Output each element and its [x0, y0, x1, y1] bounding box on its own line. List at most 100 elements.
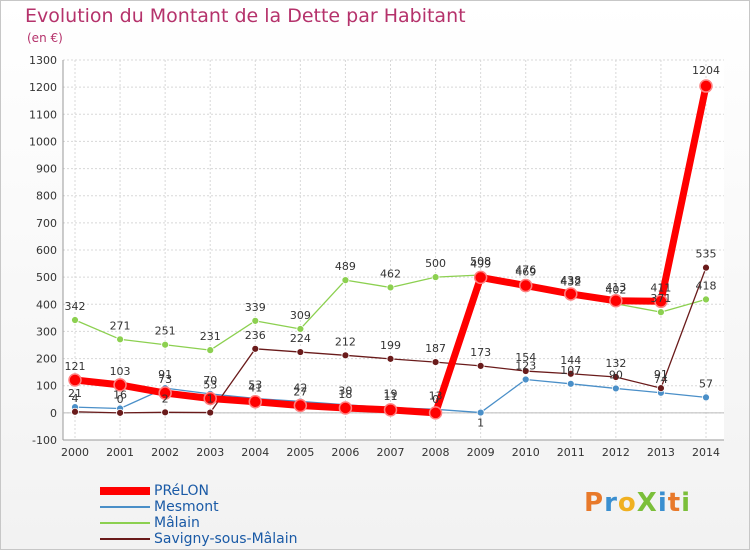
data-label: 271 [110, 319, 131, 332]
data-label: 224 [290, 332, 311, 345]
x-tick-label: 2002 [151, 446, 179, 459]
data-point [699, 79, 713, 93]
data-label: 53 [203, 378, 217, 391]
data-label: 53 [248, 378, 262, 391]
data-point [564, 287, 578, 301]
data-point [338, 401, 353, 415]
data-point [657, 384, 665, 393]
data-point [251, 344, 260, 353]
legend-swatch-malain [100, 522, 150, 524]
data-point [521, 375, 530, 384]
data-point [702, 393, 710, 402]
x-tick-label: 2005 [286, 446, 314, 459]
data-point [431, 273, 440, 282]
data-label: 187 [425, 342, 446, 355]
data-label: 418 [696, 279, 717, 292]
logo-letter: i [657, 488, 668, 518]
data-point [386, 354, 395, 363]
data-point [428, 406, 443, 420]
data-label: 462 [380, 267, 401, 280]
data-label: 13 [429, 389, 443, 402]
data-point [566, 369, 575, 378]
x-tick-label: 2008 [422, 446, 450, 459]
data-point [476, 361, 485, 370]
x-tick-label: 2000 [61, 446, 89, 459]
data-label: 132 [605, 357, 626, 370]
legend-swatch-prelon [100, 487, 150, 495]
logo-letter: P [584, 488, 605, 518]
y-tick-label: 900 [36, 163, 57, 176]
legend-label-prelon: PRéLON [154, 483, 209, 499]
x-tick-label: 2001 [106, 446, 134, 459]
data-label: 251 [155, 325, 176, 338]
data-label: 432 [560, 276, 581, 289]
data-label: 469 [515, 266, 536, 279]
x-tick-label: 2003 [196, 446, 224, 459]
data-point [521, 367, 530, 375]
data-label: 121 [65, 360, 86, 373]
data-label: 236 [245, 329, 266, 342]
y-tick-label: 1300 [29, 54, 57, 67]
y-tick-label: 1000 [29, 135, 57, 148]
data-label: 107 [560, 364, 581, 377]
data-label: 90 [609, 368, 623, 381]
data-label: 508 [470, 255, 491, 268]
legend-swatch-savigny [100, 538, 150, 540]
data-point [158, 386, 172, 400]
data-label: 30 [338, 385, 352, 398]
data-point [71, 407, 79, 416]
y-tick-label: 500 [36, 271, 57, 284]
data-label: 500 [425, 257, 446, 270]
data-point [296, 325, 305, 333]
data-label: 19 [384, 388, 398, 401]
data-point [609, 294, 623, 308]
x-tick-label: 2004 [241, 446, 269, 459]
data-point [386, 283, 395, 292]
logo-letter: i [681, 488, 692, 518]
data-label: 57 [699, 377, 713, 390]
data-point [116, 408, 124, 417]
data-label: 27 [293, 386, 307, 399]
data-label: 91 [158, 368, 172, 381]
data-label: 0 [117, 393, 124, 406]
data-label: 21 [68, 387, 82, 400]
data-label: 73 [158, 373, 172, 386]
x-tick-label: 2010 [512, 446, 540, 459]
chart-title: Evolution du Montant de la Dette par Hab… [25, 5, 466, 27]
logo-letter: X [636, 488, 658, 518]
data-label: 1204 [692, 64, 720, 77]
legend-label-malain: Mâlain [154, 515, 200, 531]
data-point [702, 295, 710, 304]
data-point [203, 391, 217, 406]
data-label: 411 [650, 281, 671, 294]
data-point [473, 270, 488, 285]
proxiti-logo: ProXiti [584, 488, 691, 518]
data-label: 231 [200, 330, 221, 343]
data-label: 0 [432, 393, 439, 406]
data-point [71, 316, 79, 324]
data-label: 413 [605, 281, 626, 294]
data-label: 103 [110, 365, 131, 378]
chart-subtitle: (en €) [27, 31, 63, 45]
x-tick-label: 2014 [692, 446, 720, 459]
y-tick-label: 700 [36, 217, 57, 230]
data-label: 1 [477, 417, 484, 430]
legend-label-mesmont: Mesmont [154, 499, 219, 515]
legend-swatch-mesmont [100, 506, 150, 508]
data-label: 489 [335, 260, 356, 273]
logo-letter: r [604, 488, 618, 518]
data-point [206, 346, 215, 355]
data-point [431, 358, 440, 367]
data-point [341, 351, 350, 360]
data-label: 476 [515, 264, 536, 277]
data-label: 42 [293, 381, 307, 394]
data-point [161, 340, 170, 349]
data-point [702, 263, 710, 272]
data-label: 402 [605, 284, 626, 297]
data-label: 123 [515, 359, 536, 372]
data-point [113, 378, 127, 392]
x-tick-label: 2007 [377, 446, 405, 459]
data-label: 144 [560, 354, 581, 367]
data-point [251, 316, 260, 325]
